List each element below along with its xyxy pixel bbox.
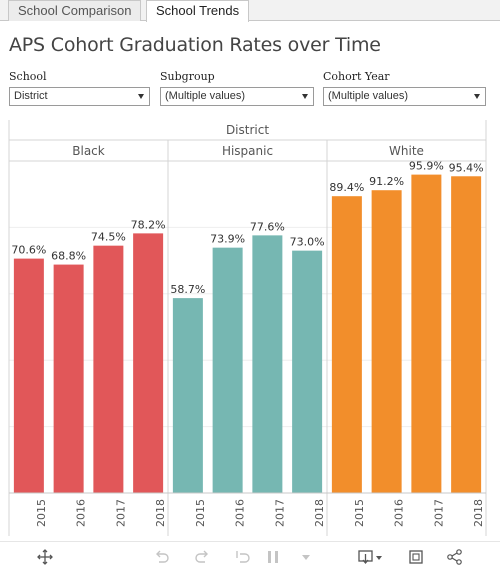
cohort-year-select[interactable]: (Multiple values) (323, 87, 486, 106)
chevron-down-icon (302, 94, 308, 99)
bar (212, 247, 243, 493)
data-label: 95.9% (409, 160, 444, 173)
data-label: 68.8% (51, 250, 86, 263)
tab-school-trends[interactable]: School Trends (146, 0, 250, 22)
bar (13, 258, 44, 493)
data-label: 77.6% (250, 220, 285, 233)
x-tick-label: 2017 (432, 499, 445, 527)
data-label: 70.6% (11, 244, 46, 257)
bar (292, 250, 323, 493)
data-label: 74.5% (91, 231, 126, 244)
bar (252, 235, 283, 494)
undo-icon[interactable] (153, 548, 171, 566)
redo-icon[interactable] (193, 548, 211, 566)
panel-label-black: Black (72, 144, 105, 158)
x-tick-label: 2016 (393, 499, 406, 527)
school-select-value: District (14, 90, 48, 102)
fullscreen-icon[interactable] (407, 548, 425, 566)
cohort-year-filter-label: Cohort Year (323, 70, 390, 83)
data-label: 78.2% (131, 218, 166, 231)
download-icon[interactable] (357, 548, 385, 566)
panel-label-white: White (389, 144, 424, 158)
x-tick-label: 2015 (353, 499, 366, 527)
data-label: 89.4% (329, 181, 364, 194)
subgroup-select[interactable]: (Multiple values) (160, 87, 314, 106)
x-tick-label: 2016 (234, 499, 247, 527)
x-tick-label: 2016 (75, 499, 88, 527)
chevron-down-icon (474, 94, 480, 99)
bar (133, 233, 164, 493)
bar (172, 298, 203, 493)
x-tick-label: 2017 (114, 499, 127, 527)
cohort-year-select-value: (Multiple values) (328, 90, 409, 102)
chevron-down-icon (138, 94, 144, 99)
school-filter-label: School (9, 70, 47, 83)
header-district: District (226, 123, 269, 137)
subgroup-filter-label: Subgroup (160, 70, 215, 83)
bar (331, 196, 362, 493)
tab-school-comparison[interactable]: School Comparison (8, 0, 142, 21)
x-tick-label: 2018 (313, 499, 326, 527)
page-title: APS Cohort Graduation Rates over Time (9, 34, 381, 56)
bar (411, 174, 442, 493)
x-tick-label: 2018 (472, 499, 485, 527)
data-label: 73.0% (290, 236, 325, 249)
data-label: 91.2% (369, 175, 404, 188)
tab-bar: School Comparison School Trends (0, 0, 500, 22)
revert-icon[interactable] (234, 548, 252, 566)
toolbar (0, 541, 500, 570)
data-label: 58.7% (170, 283, 205, 296)
x-tick-label: 2017 (273, 499, 286, 527)
move-icon[interactable] (36, 548, 54, 566)
data-label: 95.4% (449, 161, 484, 174)
subgroup-select-value: (Multiple values) (165, 90, 246, 102)
x-tick-label: 2015 (194, 499, 207, 527)
share-icon[interactable] (446, 548, 464, 566)
pause-icon[interactable] (264, 548, 282, 566)
graduation-rate-chart: District Black 70.6% 2015 68.8% 2016 74.5% 2017… (8, 120, 487, 536)
bar (451, 176, 482, 493)
x-tick-label: 2015 (35, 499, 48, 527)
chevron-down-icon[interactable] (297, 548, 315, 566)
bar (93, 245, 124, 493)
x-tick-label: 2018 (154, 499, 167, 527)
school-select[interactable]: District (9, 87, 150, 106)
bar (371, 190, 402, 493)
bar (53, 264, 84, 493)
panel-label-hispanic: Hispanic (222, 144, 273, 158)
data-label: 73.9% (210, 233, 245, 246)
